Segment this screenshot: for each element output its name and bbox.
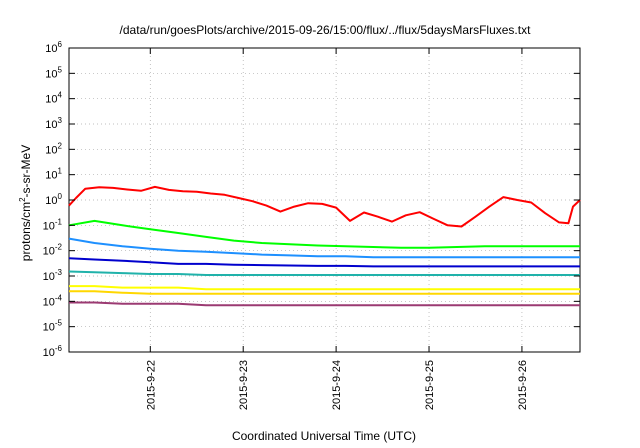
y-tick-base: 10 [43, 271, 55, 283]
y-tick-label: 105 [45, 65, 62, 80]
y-tick-label: 106 [45, 40, 62, 55]
chart-title: /data/run/goesPlots/archive/2015-09-26/1… [120, 23, 532, 37]
y-tick-label: 10-6 [43, 344, 63, 359]
y-tick-base: 10 [45, 68, 57, 80]
y-axis-ticks: 10610510410310210110010-110-210-310-410-… [43, 40, 580, 359]
grid [69, 48, 580, 352]
y-axis-label-sup: 2 [18, 197, 27, 202]
y-tick-label: 10-2 [43, 243, 63, 258]
y-tick-label: 10-5 [43, 319, 63, 334]
y-tick-exp: -1 [55, 217, 63, 226]
y-tick-exp: 1 [58, 167, 63, 176]
series-line-0 [68, 185, 581, 228]
x-axis-ticks: 2015-9-22 2015-9-23 2015-9-24 2015-9-25 2015… [145, 48, 529, 410]
y-tick-exp: -6 [55, 344, 63, 353]
y-tick-exp: -4 [55, 293, 63, 302]
y-tick-base: 10 [43, 246, 55, 258]
series-line-4 [68, 270, 580, 276]
series-group [68, 185, 581, 307]
series-line-2 [68, 237, 580, 259]
y-tick-label: 10-1 [43, 217, 63, 232]
y-tick-base: 10 [43, 347, 55, 359]
y-tick-base: 10 [43, 322, 55, 334]
y-tick-base: 10 [45, 43, 57, 55]
series-line-7 [69, 301, 580, 307]
y-axis-label-rest: -s-sr-MeV [19, 145, 33, 198]
x-tick-label: 2015-9-23 [238, 360, 250, 410]
y-tick-exp: 4 [58, 91, 63, 100]
y-tick-base: 10 [45, 170, 57, 182]
y-axis-label: protons/cm2-s-sr-MeV [18, 145, 33, 261]
y-tick-base: 10 [45, 144, 57, 156]
y-tick-label: 103 [45, 116, 62, 131]
x-tick-label: 2015-9-22 [145, 360, 157, 410]
series-line-1 [68, 219, 580, 249]
x-tick-label: 2015-9-25 [424, 360, 436, 410]
series-line-5 [69, 285, 580, 291]
plot-area [68, 47, 581, 353]
y-axis-label-main: protons/cm [19, 202, 33, 261]
y-tick-exp: -3 [55, 268, 63, 277]
x-tick-label: 2015-9-26 [517, 360, 529, 410]
y-tick-label: 101 [45, 167, 62, 182]
y-tick-exp: 2 [58, 141, 63, 150]
y-tick-label: 104 [45, 91, 62, 106]
series-line-3 [68, 257, 580, 268]
y-tick-exp: 0 [58, 192, 63, 201]
x-axis-label: Coordinated Universal Time (UTC) [232, 429, 416, 443]
y-tick-base: 10 [45, 94, 57, 106]
y-tick-label: 102 [45, 141, 62, 156]
y-tick-exp: 5 [58, 65, 63, 74]
y-tick-label: 100 [45, 192, 62, 207]
y-tick-exp: 3 [58, 116, 63, 125]
series-line-6 [69, 290, 580, 295]
y-tick-label: 10-4 [43, 293, 63, 308]
y-tick-base: 10 [43, 296, 55, 308]
y-tick-base: 10 [45, 195, 57, 207]
x-tick-label: 2015-9-24 [331, 360, 343, 410]
y-tick-exp: -2 [55, 243, 63, 252]
y-tick-exp: 6 [58, 40, 63, 49]
y-tick-base: 10 [45, 119, 57, 131]
y-tick-base: 10 [43, 220, 55, 232]
y-tick-label: 10-3 [43, 268, 63, 283]
y-tick-exp: -5 [55, 319, 63, 328]
